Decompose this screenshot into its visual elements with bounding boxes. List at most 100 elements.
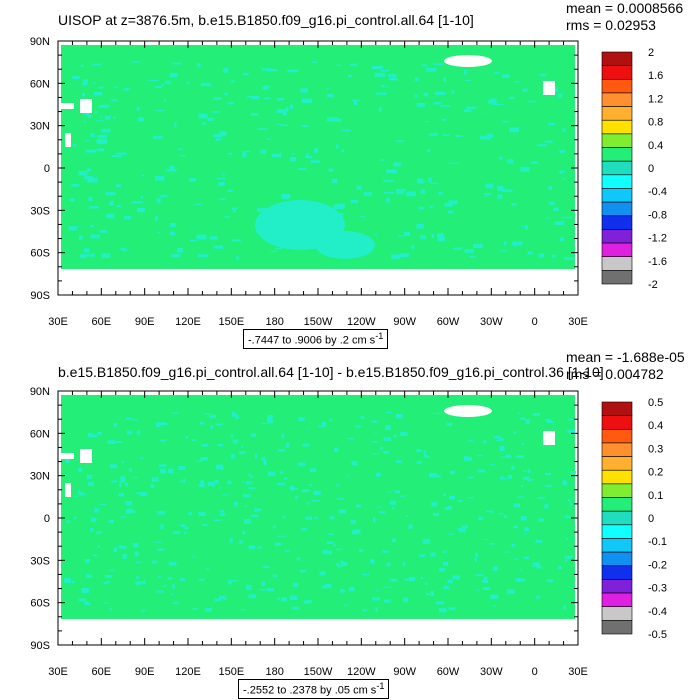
anomaly-patch [559,149,565,153]
anomaly-patch [405,191,417,197]
anomaly-patch [250,95,260,100]
anomaly-patch [99,229,108,233]
anomaly-patch [228,152,232,155]
anomaly-patch [484,112,487,114]
lat-tick-label: 90S [30,640,50,652]
anomaly-patch [393,162,402,167]
anomaly-patch [278,449,286,452]
colorbar-swatch [601,551,633,567]
anomaly-patch [186,82,190,85]
anomaly-patch [477,469,486,473]
anomaly-patch [108,520,114,524]
anomaly-patch [192,555,196,558]
anomaly-patch [447,210,454,214]
anomaly-patch [223,67,229,73]
anomaly-patch [215,464,224,470]
anomaly-patch [463,109,472,113]
anomaly-patch [140,457,143,460]
colorbar-swatch [601,256,633,271]
anomaly-patch [267,419,273,424]
anomaly-patch [403,231,411,236]
anomaly-patch [499,446,505,451]
anomaly-patch [90,517,97,523]
anomaly-patch [215,138,222,141]
anomaly-patch [431,591,434,596]
lon-tick-label: 150E [218,316,244,328]
anomaly-patch [476,574,484,577]
colorbar-swatch [601,524,633,539]
rms-value: rms = 0.004782 [566,366,664,382]
anomaly-patch [133,543,138,547]
anomaly-patch [437,236,445,242]
anomaly-patch [151,560,158,564]
anomaly-patch [563,178,566,180]
anomaly-patch [83,121,87,123]
anomaly-patch [420,189,426,194]
map-plot-svg: 90N 60N 30N 0 30S 60S 90S 30E 60E 90E 120E 150E 180 1… [30,36,667,328]
anomaly-patch [353,100,358,105]
anomaly-patch [133,476,139,478]
anomaly-patch [99,503,106,505]
anomaly-patch [143,580,146,585]
anomaly-patch [250,113,259,116]
anomaly-patch [212,134,223,138]
anomaly-patch [431,501,438,507]
anomaly-patch [305,516,313,520]
anomaly-patch [557,566,562,570]
anomaly-patch [198,483,205,488]
anomaly-patch [520,166,530,172]
anomaly-patch [173,531,181,535]
rms-value: rms = 0.02953 [566,17,656,33]
anomaly-patch [432,513,440,516]
anomaly-patch [312,500,319,502]
colorbar-label: 0.3 [648,443,663,455]
anomaly-patch [326,541,334,545]
colorbar-label: 1.2 [648,93,663,105]
anomaly-patch [338,509,346,514]
anomaly-patch [400,432,408,436]
anomaly-patch [518,412,521,415]
colorbar-label: 1.6 [648,70,663,82]
anomaly-patch [500,476,504,479]
anomaly-patch [90,133,95,138]
anomaly-patch [483,440,487,444]
colorbar-swatch [601,270,633,285]
anomaly-patch [83,111,89,116]
anomaly-patch [78,492,84,496]
anomaly-patch [391,506,394,510]
lon-tick-label: 180 [265,666,283,678]
anomaly-patch [383,437,392,441]
anomaly-patch [443,585,450,590]
anomaly-patch [333,447,339,452]
anomaly-patch [271,153,282,158]
anomaly-patch [452,575,461,580]
lon-tick-label: 120E [175,316,201,328]
anomaly-patch [122,554,127,559]
anomaly-patch [217,443,224,447]
anomaly-patch [312,61,318,63]
anomaly-patch [376,473,380,477]
anomaly-patch [523,476,531,480]
anomaly-patch [335,484,340,486]
anomaly-patch [250,476,254,478]
lat-tick-label: 0 [44,513,50,525]
anomaly-patch [84,248,90,253]
colorbar-swatch [601,620,633,635]
anomaly-patch [277,482,285,486]
anomaly-patch [347,74,352,78]
anomaly-patch [362,574,370,576]
anomaly-patch [466,456,472,461]
anomaly-patch [107,440,116,444]
anomaly-patch [86,574,92,578]
anomaly-patch [416,178,424,184]
lon-tick-label: 120E [175,666,201,678]
anomaly-patch [202,122,206,125]
anomaly-patch [398,235,404,237]
anomaly-patch [266,588,275,592]
colorbar-swatch [601,401,633,416]
anomaly-patch [293,487,299,490]
anomaly-patch [298,417,305,421]
anomaly-patch [372,517,376,523]
colorbar-label: 0.5 [648,397,663,409]
anomaly-patch [448,506,452,509]
